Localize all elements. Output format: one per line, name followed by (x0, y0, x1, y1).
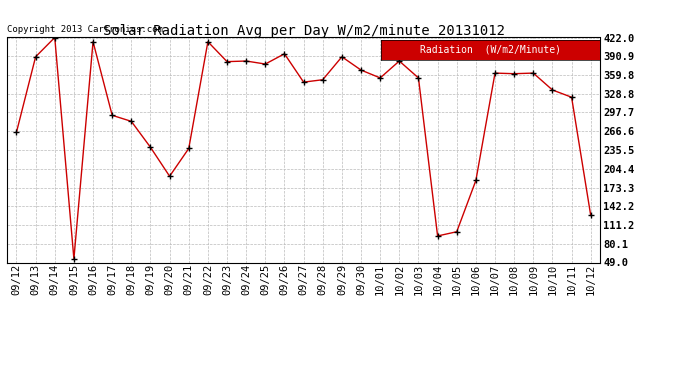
Text: Copyright 2013 Cartronics.com: Copyright 2013 Cartronics.com (7, 25, 163, 34)
Title: Solar Radiation Avg per Day W/m2/minute 20131012: Solar Radiation Avg per Day W/m2/minute … (103, 24, 504, 38)
